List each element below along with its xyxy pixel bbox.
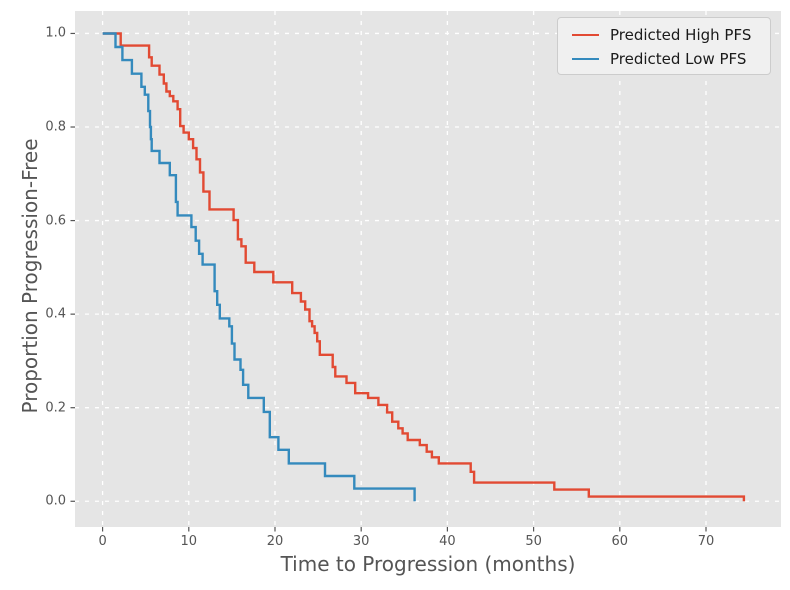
legend-item-high-pfs: Predicted High PFS [558, 23, 770, 47]
x-tick-label: 70 [697, 534, 715, 549]
x-tick-label: 60 [611, 534, 629, 549]
legend-label-high-pfs: Predicted High PFS [610, 26, 752, 44]
km-curve-high-pfs [102, 32, 746, 502]
legend-line-low-pfs-icon [572, 58, 599, 60]
y-tick-label: 0.8 [45, 119, 66, 135]
y-axis-title: Proportion Progression-Free [18, 138, 42, 414]
x-tick-label: 0 [98, 534, 107, 549]
x-axis-title: Time to Progression (months) [280, 552, 576, 576]
x-tick-label: 30 [352, 534, 370, 549]
x-tick-label: 10 [180, 534, 198, 549]
km-curve-low-pfs [102, 32, 416, 502]
y-tick-label: 0.2 [45, 400, 66, 416]
y-tick-label: 0.6 [45, 213, 66, 229]
y-tick-label: 0.4 [45, 306, 66, 322]
x-tick-label: 40 [439, 534, 456, 549]
legend-label-low-pfs: Predicted Low PFS [610, 50, 747, 68]
y-tick-label: 1.0 [45, 25, 66, 41]
x-tick-label: 20 [266, 534, 284, 549]
legend-item-low-pfs: Predicted Low PFS [558, 47, 770, 71]
y-tick-label: 0.0 [45, 493, 66, 509]
legend: Predicted High PFS Predicted Low PFS [557, 17, 771, 75]
x-tick-label: 50 [525, 534, 542, 549]
legend-line-high-pfs-icon [572, 34, 599, 36]
